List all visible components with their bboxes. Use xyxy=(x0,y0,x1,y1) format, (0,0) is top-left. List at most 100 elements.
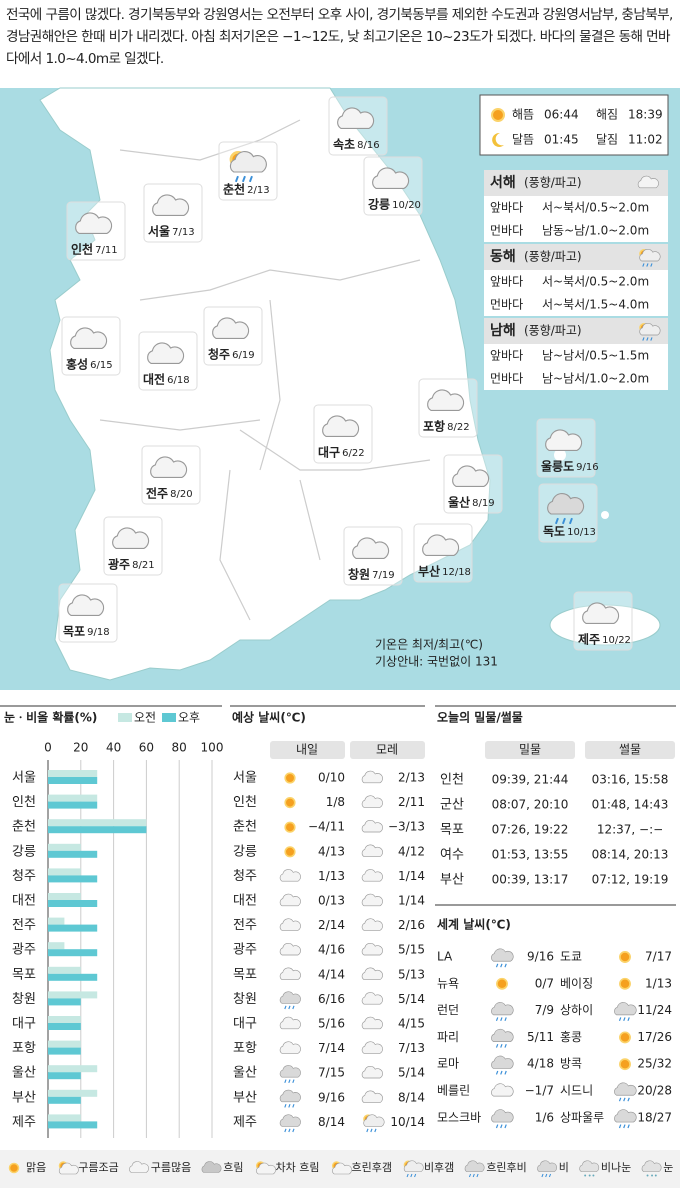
temp: 17/26 xyxy=(637,1030,672,1044)
category-label: 포항 xyxy=(12,1041,36,1056)
rain-drop xyxy=(468,1173,472,1178)
icon-legend-label: 비후갬 xyxy=(424,1161,454,1174)
category-label: 전주 xyxy=(12,918,36,933)
temp: −1/7 xyxy=(525,1084,554,1098)
city: 로마 xyxy=(437,1057,459,1071)
sun xyxy=(619,1031,631,1044)
cloud xyxy=(229,150,267,173)
city: 청주 xyxy=(233,869,257,884)
bar xyxy=(48,900,98,907)
cloud xyxy=(614,1082,637,1096)
city-name: 제주 xyxy=(578,633,600,647)
city: 광주 xyxy=(233,943,257,958)
temp: 7/13 xyxy=(398,1041,425,1055)
snow-flake xyxy=(646,1174,649,1177)
city: 방콕 xyxy=(560,1057,582,1071)
weather-icon xyxy=(492,132,504,147)
bar xyxy=(48,1121,98,1129)
city-temp: 8/20 xyxy=(170,489,192,500)
bar xyxy=(48,917,65,925)
column-header: 밀물 xyxy=(519,743,541,757)
category-label: 대전 xyxy=(12,894,36,909)
tide-time: 12:37, −:− xyxy=(597,823,663,837)
temp: 2/16 xyxy=(398,918,425,932)
rain-drop xyxy=(284,1128,287,1133)
cloud xyxy=(545,429,583,451)
sea-area: 먼바다 xyxy=(490,298,523,312)
city: 파리 xyxy=(437,1030,459,1044)
temp: 5/14 xyxy=(398,1066,425,1080)
time: 06:44 xyxy=(544,108,579,122)
city-name: 인천 xyxy=(71,242,93,257)
rain-drop xyxy=(288,1005,291,1010)
sea-value: 서~북서/1.5~4.0m xyxy=(542,298,649,312)
sun xyxy=(496,977,508,990)
cloud xyxy=(641,1160,662,1173)
x-tick-label: 0 xyxy=(44,741,52,755)
cloud xyxy=(337,107,375,129)
city: 인천 xyxy=(440,773,464,788)
cloud xyxy=(361,844,383,857)
snow-flake xyxy=(588,1174,591,1177)
temp: 5/11 xyxy=(527,1030,554,1044)
temp: 2/14 xyxy=(318,918,345,932)
legend-swatch xyxy=(162,713,176,722)
icon-legend-label: 흐린후갬 xyxy=(351,1161,391,1174)
city-name: 울릉도 xyxy=(541,459,574,474)
cloud xyxy=(201,1161,222,1173)
weather-icon xyxy=(619,951,631,963)
rain-drop xyxy=(642,337,645,341)
weather-icon xyxy=(619,1058,631,1071)
cloud xyxy=(361,770,383,784)
cloud xyxy=(361,819,383,833)
category-label: 제주 xyxy=(12,1115,36,1130)
rain-drop xyxy=(646,337,649,341)
bar xyxy=(48,1114,81,1122)
bar xyxy=(48,868,81,876)
city: 베이징 xyxy=(560,976,593,990)
sea-value: 남~남서/1.0~2.0m xyxy=(542,372,649,386)
weather-icon xyxy=(361,992,383,1005)
column-header: 썰물 xyxy=(619,743,641,757)
sea-value: 남동~남/1.0~2.0m xyxy=(542,224,649,238)
temp: 7/15 xyxy=(318,1066,345,1080)
weather-icon xyxy=(361,918,383,931)
sun xyxy=(619,977,631,990)
weather-icon xyxy=(279,869,301,882)
city-temp: 7/11 xyxy=(95,245,117,256)
rain-drop xyxy=(292,1005,295,1010)
temp: 1/13 xyxy=(645,976,672,990)
ulleung-island xyxy=(554,449,566,461)
sun xyxy=(8,1162,20,1174)
rain-drop xyxy=(366,1128,369,1133)
tide-time: 01:53, 13:55 xyxy=(492,848,569,862)
city: 상하이 xyxy=(560,1003,593,1017)
weather-icon xyxy=(614,1109,637,1129)
cloud xyxy=(70,327,108,349)
city-name: 포항 xyxy=(423,419,445,434)
weather-icon xyxy=(279,967,301,980)
city: 포항 xyxy=(233,1041,257,1056)
sea-name: 동해 xyxy=(490,249,516,265)
temp: 1/13 xyxy=(318,869,345,883)
rain-drop xyxy=(623,1124,626,1129)
weather-icon xyxy=(150,456,188,478)
rain-drop xyxy=(504,1043,507,1048)
weather-icon xyxy=(152,194,190,216)
sun-moon-box xyxy=(479,94,669,156)
bar xyxy=(48,998,81,1006)
rain-drop xyxy=(500,1124,503,1129)
city: 창원 xyxy=(233,992,257,1007)
cloud xyxy=(361,1065,383,1079)
cloud xyxy=(361,1090,383,1103)
legend-swatch xyxy=(118,713,132,722)
weather-icon xyxy=(279,942,301,956)
sea-area: 앞바다 xyxy=(490,275,523,289)
cloud xyxy=(279,869,301,882)
cloud xyxy=(491,1055,514,1069)
city-temp: 2/13 xyxy=(247,185,269,196)
tide-time: 08:14, 20:13 xyxy=(592,848,669,862)
cloud xyxy=(579,1160,600,1173)
city: 도쿄 xyxy=(560,950,582,964)
cloud xyxy=(637,175,659,189)
